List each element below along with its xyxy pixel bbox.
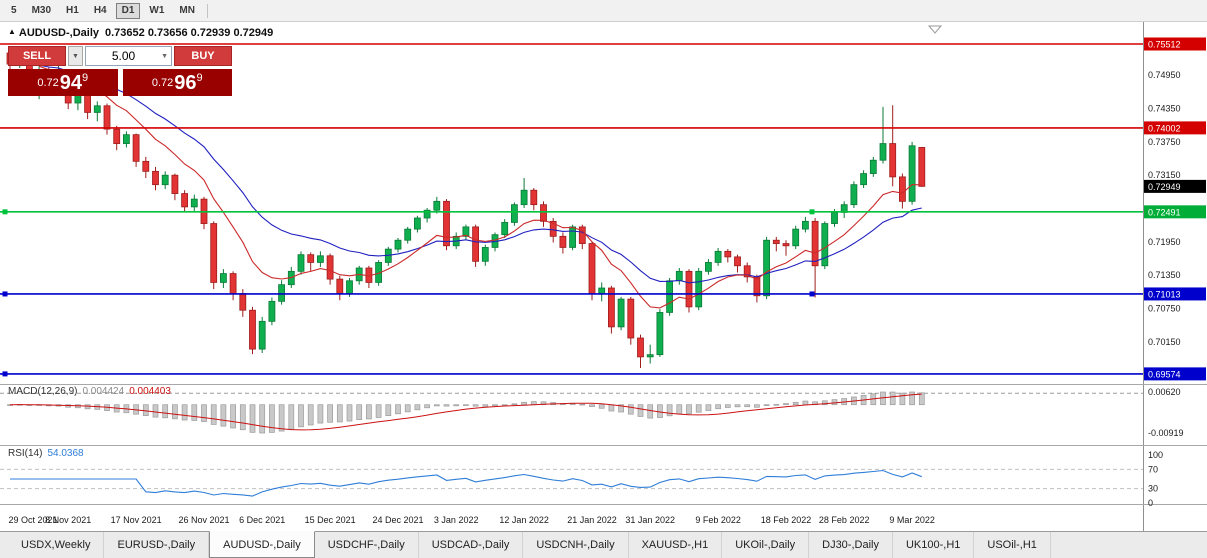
svg-text:0.70750: 0.70750	[1148, 304, 1181, 314]
svg-text:29 Oct 2021: 29 Oct 2021	[8, 515, 57, 525]
chart-symbol-label: AUDUSD-,Daily	[18, 27, 99, 39]
svg-text:100: 100	[1148, 450, 1163, 460]
buy-price-big: 96	[174, 71, 197, 94]
macd-signal-value: 0.004403	[129, 386, 171, 397]
svg-text:0.75512: 0.75512	[1148, 40, 1181, 50]
volume-field: ▼	[85, 46, 172, 66]
line-handle[interactable]	[809, 291, 815, 297]
sell-price-sup: 9	[82, 72, 89, 84]
svg-text:0: 0	[1148, 498, 1153, 508]
svg-text:0.69574: 0.69574	[1148, 369, 1181, 379]
symbol-tab-uk100-h1[interactable]: UK100-,H1	[893, 532, 975, 558]
svg-text:28 Feb 2022: 28 Feb 2022	[819, 515, 870, 525]
svg-text:21 Jan 2022: 21 Jan 2022	[567, 515, 617, 525]
symbol-tab-bar: USDX,Weekly EURUSD-,Daily AUDUSD-,Daily USD…	[0, 531, 1207, 558]
sell-button[interactable]: SELL	[8, 46, 66, 66]
symbol-tab-audusd-daily[interactable]: AUDUSD-,Daily	[209, 531, 315, 558]
rsi-axis-labels: 100 70 30 0	[1148, 450, 1163, 508]
svg-text:0.72491: 0.72491	[1148, 207, 1181, 217]
svg-text:0.74950: 0.74950	[1148, 70, 1181, 80]
chart-title: ▲ AUDUSD-,Daily 0.73652 0.73656 0.72939 0.…	[8, 27, 273, 39]
price-axis-ticks: 0.74950 0.74350 0.73750 0.73150 0.71950 0.713…	[1148, 70, 1181, 347]
svg-text:3 Jan 2022: 3 Jan 2022	[434, 515, 479, 525]
sell-price-display[interactable]: 0.72 94 9	[8, 69, 118, 96]
svg-text:0.72949: 0.72949	[1148, 182, 1181, 192]
symbol-tab-usoil-h1[interactable]: USOil-,H1	[974, 532, 1051, 558]
rsi-name: RSI(14)	[8, 448, 43, 459]
macd-main-value: 0.004424	[82, 386, 125, 397]
svg-text:18 Feb 2022: 18 Feb 2022	[761, 515, 812, 525]
svg-text:8 Nov 2021: 8 Nov 2021	[45, 515, 91, 525]
timeframe-button-H1[interactable]: H1	[60, 3, 85, 19]
svg-text:24 Dec 2021: 24 Dec 2021	[372, 515, 423, 525]
moving-averages	[38, 64, 922, 309]
svg-text:30: 30	[1148, 484, 1158, 494]
sell-price-prefix: 0.72	[37, 76, 59, 89]
timeframe-toolbar: 5 M30 H1 H4 D1 W1 MN	[0, 0, 1207, 22]
rsi-value: 54.0368	[47, 448, 84, 459]
symbol-tab-usdx-weekly[interactable]: USDX,Weekly	[8, 532, 105, 558]
buy-price-prefix: 0.72	[151, 76, 174, 89]
symbol-tab-usdchf-daily[interactable]: USDCHF-,Daily	[315, 532, 419, 558]
svg-text:0.71013: 0.71013	[1148, 289, 1181, 299]
line-handle[interactable]	[2, 371, 8, 377]
macd-axis-max: 0.00620	[1148, 387, 1181, 397]
toolbar-separator	[206, 3, 208, 18]
svg-text:31 Jan 2022: 31 Jan 2022	[625, 515, 675, 525]
rsi-line	[10, 469, 922, 497]
symbol-marker-icon: ▲	[8, 27, 16, 36]
svg-text:6 Dec 2021: 6 Dec 2021	[239, 515, 285, 525]
timeframe-button-H4[interactable]: H4	[88, 3, 113, 19]
svg-text:9 Mar 2022: 9 Mar 2022	[889, 515, 935, 525]
svg-text:17 Nov 2021: 17 Nov 2021	[111, 515, 162, 525]
sell-price-big: 94	[59, 71, 83, 94]
symbol-tab-dj30-daily[interactable]: DJ30-,Daily	[809, 532, 893, 558]
volume-spinner-icon[interactable]: ▼	[161, 52, 168, 60]
symbol-tab-usdcnh-daily[interactable]: USDCNH-,Daily	[523, 532, 629, 558]
symbol-tab-ukoil-daily[interactable]: UKOil-,Daily	[722, 532, 810, 558]
volume-input[interactable]	[86, 47, 162, 65]
svg-text:70: 70	[1148, 464, 1158, 474]
svg-text:26 Nov 2021: 26 Nov 2021	[178, 515, 229, 525]
buy-button[interactable]: BUY	[174, 46, 232, 66]
svg-text:0.71350: 0.71350	[1148, 270, 1181, 280]
svg-text:0.74350: 0.74350	[1148, 104, 1181, 114]
svg-text:15 Dec 2021: 15 Dec 2021	[305, 515, 356, 525]
svg-text:0.74002: 0.74002	[1148, 123, 1181, 133]
svg-text:0.71950: 0.71950	[1148, 237, 1181, 247]
symbol-tab-xauusd-h1[interactable]: XAUUSD-,H1	[629, 532, 723, 558]
macd-signal-line	[9, 393, 922, 431]
symbol-tab-eurusd-daily[interactable]: EURUSD-,Daily	[104, 532, 210, 558]
line-handle[interactable]	[809, 209, 815, 215]
svg-text:9 Feb 2022: 9 Feb 2022	[695, 515, 741, 525]
price-axis-level-labels: 0.75512 0.74002 0.72949 0.72491 0.71013 0.695…	[1144, 37, 1206, 381]
buy-price-sup: 9	[196, 72, 203, 84]
buy-price-display[interactable]: 0.72 96 9	[122, 69, 232, 96]
rsi-indicator-label: RSI(14) 54.0368	[8, 448, 84, 459]
svg-text:12 Jan 2022: 12 Jan 2022	[499, 515, 549, 525]
timeframe-button-5[interactable]: 5	[5, 3, 23, 19]
svg-text:0.73150: 0.73150	[1148, 170, 1181, 180]
macd-axis-min: -0.00919	[1148, 428, 1184, 438]
timeframe-button-MN[interactable]: MN	[173, 3, 201, 19]
svg-text:0.70150: 0.70150	[1148, 337, 1181, 347]
chart-shift-icon[interactable]	[927, 25, 943, 34]
timeframe-button-W1[interactable]: W1	[143, 3, 170, 19]
timeframe-button-D1[interactable]: D1	[115, 2, 141, 19]
line-handle[interactable]	[2, 291, 8, 297]
line-handle[interactable]	[2, 209, 8, 215]
timeframe-button-M30[interactable]: M30	[26, 3, 57, 19]
chart-ohlc-values: 0.73652 0.73656 0.72939 0.72949	[105, 27, 274, 39]
macd-indicator-label: MACD(12,26,9) 0.004424 0.004403	[8, 386, 171, 397]
volume-dropdown-button[interactable]: ▼	[68, 46, 83, 66]
macd-name: MACD(12,26,9)	[8, 386, 78, 397]
svg-text:0.73750: 0.73750	[1148, 137, 1181, 147]
symbol-tab-usdcad-daily[interactable]: USDCAD-,Daily	[419, 532, 524, 558]
